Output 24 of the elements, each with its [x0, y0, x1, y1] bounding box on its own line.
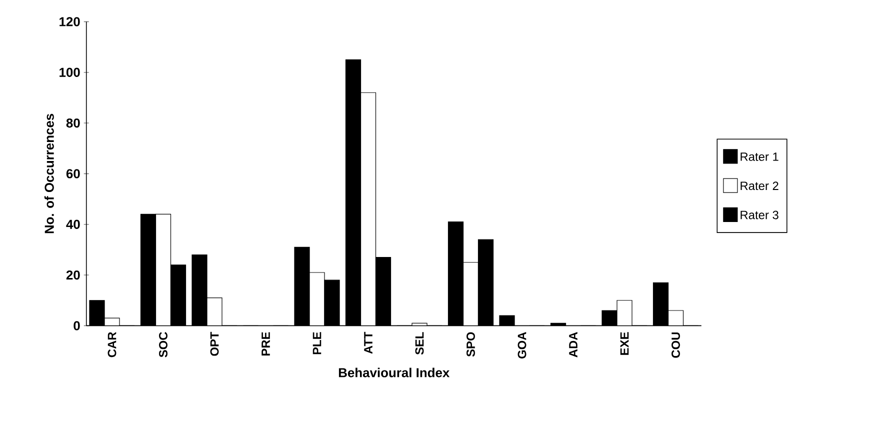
y-axis-title: No. of Occurrences: [44, 114, 54, 234]
legend-label: Rater 2: [740, 182, 778, 190]
y-tick-label: 20: [66, 270, 80, 280]
y-tick-label: 80: [66, 118, 80, 128]
x-tick-label: SEL: [415, 332, 424, 355]
x-tick-label: EXE: [620, 332, 629, 355]
y-tick-label: 120: [60, 17, 80, 26]
x-tick-label: OPT: [210, 332, 219, 356]
x-tick-label: PLE: [312, 332, 322, 354]
x-tick-label: SOC: [159, 332, 168, 358]
legend-label: Rater 3: [740, 210, 778, 220]
y-tick-label: 40: [66, 220, 80, 229]
x-tick-label: ATT: [364, 332, 372, 354]
x-tick-label: PRE: [262, 332, 270, 356]
x-tick-label: ADA: [569, 332, 578, 358]
x-tick-label: GOA: [518, 332, 526, 358]
x-tick-label: SPO: [466, 332, 475, 357]
x-tick-label: COU: [672, 332, 680, 358]
x-axis-title: Behavioural Index: [338, 368, 450, 378]
y-tick-label: 100: [60, 68, 80, 77]
legend-label: Rater 1: [740, 152, 778, 161]
y-tick-label: 0: [74, 321, 80, 330]
x-tick-label: CAR: [108, 332, 116, 358]
y-tick-label: 60: [66, 169, 80, 178]
